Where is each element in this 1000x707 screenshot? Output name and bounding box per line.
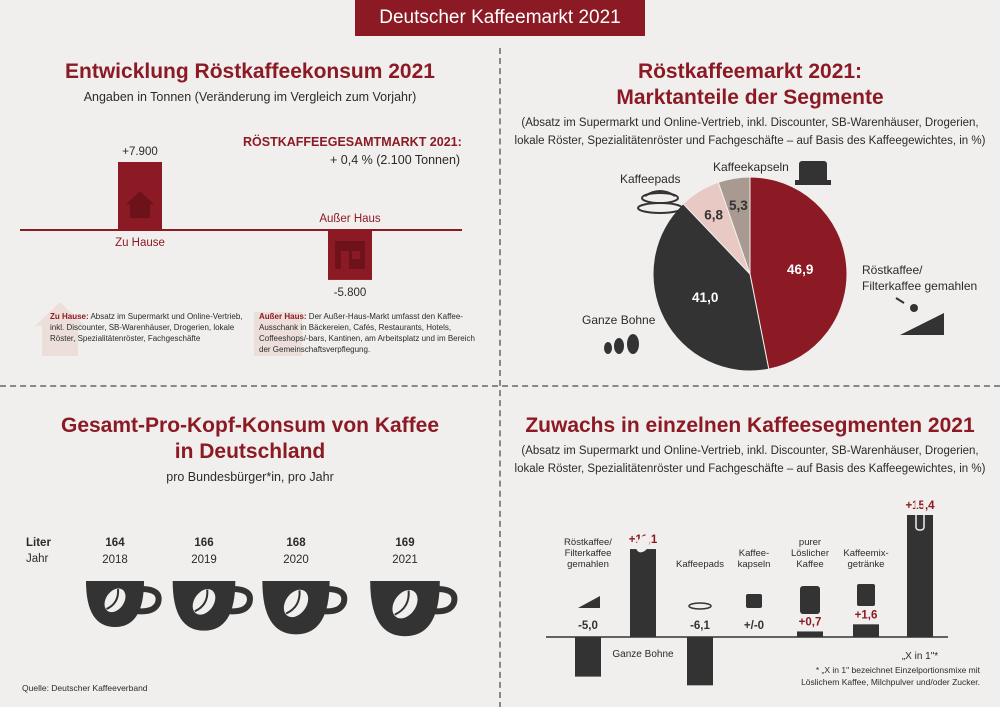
growth-bar xyxy=(853,624,879,637)
slice-roestkaffee xyxy=(749,176,848,370)
note-home: Zu Hause: Absatz im Supermarkt und Onlin… xyxy=(50,311,245,344)
growth-bar xyxy=(575,637,601,677)
market-share-pie: 46,9 41,0 6,8 5,3 xyxy=(604,161,944,372)
instant-jar-icon xyxy=(800,586,820,614)
growth-value-label: +15,4 xyxy=(905,500,935,512)
coffee-cup-icon xyxy=(262,581,348,635)
growth-category-label: Ganze Bohne xyxy=(612,649,674,660)
source-note: Quelle: Deutscher Kaffeeverband xyxy=(22,683,148,693)
total-market-value: + 0,4 % (2.100 Tonnen) xyxy=(330,153,461,167)
store-icon xyxy=(335,240,365,269)
slice-ganze-bohne xyxy=(652,203,770,372)
panel4-subtitle: (Absatz im Supermarkt und Online-Vertrie… xyxy=(514,445,986,475)
growth-category-label: Kaffee xyxy=(796,559,823,570)
growth-category-label: gemahlen xyxy=(567,559,609,570)
panel3-subtitle: pro Bundesbürger*in, pro Jahr xyxy=(166,470,334,484)
growth-value-label: -6,1 xyxy=(690,620,710,632)
panel2-subtitle: (Absatz im Supermarkt und Online-Vertrie… xyxy=(514,117,986,147)
liter-value: 164 xyxy=(105,537,125,549)
panel3-title-line1: Gesamt-Pro-Kopf-Konsum von Kaffee xyxy=(60,414,440,437)
store-watermark-icon xyxy=(254,312,302,356)
coffee-capsule-icon xyxy=(795,161,831,185)
growth-category-label: purer xyxy=(799,537,821,548)
vertical-divider xyxy=(499,48,501,707)
panel3-title-line2: in Deutschland xyxy=(174,440,326,463)
mix-drink-icon xyxy=(857,584,875,606)
per-capita-cups: 164 2018 166 2019 168 2020 169 2021 xyxy=(86,537,458,637)
slice-value-label: 6,8 xyxy=(704,207,723,222)
growth-category-label: Filterkaffee xyxy=(565,548,612,559)
growth-category-label: „X in 1"* xyxy=(902,651,938,662)
segment-icons xyxy=(578,495,925,614)
growth-category-label: getränke xyxy=(848,559,885,570)
coffee-cup-icon xyxy=(86,581,162,627)
slice-value-label: 5,3 xyxy=(729,198,748,213)
growth-category-label: Röstkaffee/ xyxy=(564,537,612,548)
growth-value-label: -5,0 xyxy=(578,620,598,632)
segment-growth-chart: -5,0Röstkaffee/Filterkaffeegemahlen+11,1… xyxy=(546,495,948,686)
house-watermark-icon xyxy=(35,302,85,356)
year-label: 2019 xyxy=(191,554,217,566)
note-home-title: Zu Hause: xyxy=(50,312,89,321)
liter-row-label: Liter xyxy=(26,537,51,549)
pie-label-roestkaffee-line1: Röstkaffee/ xyxy=(862,263,923,277)
coffee-beans-icon xyxy=(604,334,639,354)
consumption-bar-chart: +7.900 Zu Hause -5.800 Außer Haus xyxy=(20,146,462,299)
year-label: 2018 xyxy=(102,554,128,566)
jahr-row-label: Jahr xyxy=(26,553,49,565)
bar-value-label: -5.800 xyxy=(334,287,367,299)
liter-value: 169 xyxy=(395,537,414,549)
note-out-text: Der Außer-Haus-Markt umfasst den Kaffee-… xyxy=(259,312,475,354)
growth-bar xyxy=(687,637,713,686)
growth-value-label: +1,6 xyxy=(855,609,878,621)
note-home-text: Absatz im Supermarkt und Online-Vertrieb… xyxy=(50,312,243,343)
growth-bar xyxy=(797,631,823,637)
pie-label-kapseln: Kaffeekapseln xyxy=(713,160,789,174)
panel2-title-line2: Marktanteile der Segmente xyxy=(616,86,884,109)
pie-label-roestkaffee: Röstkaffee/ Filterkaffee gemahlen xyxy=(862,262,997,294)
year-label: 2021 xyxy=(392,554,418,566)
coffee-pad-icon xyxy=(688,602,712,610)
growth-category-label: Kaffeemix- xyxy=(843,548,888,559)
page-banner: Deutscher Kaffeemarkt 2021 xyxy=(355,0,645,36)
growth-bar xyxy=(630,549,656,637)
panel4-title: Zuwachs in einzelnen Kaffeesegmenten 202… xyxy=(525,414,975,437)
growth-category-label: Kaffee- xyxy=(739,548,769,559)
slice-value-label: 46,9 xyxy=(787,262,813,277)
house-icon xyxy=(126,191,154,219)
growth-value-label: +0,7 xyxy=(799,616,822,628)
panel1-subtitle: Angaben in Tonnen (Veränderung im Vergle… xyxy=(83,90,417,104)
ground-coffee-icon xyxy=(895,297,944,335)
coffee-bean-icon xyxy=(636,535,650,553)
growth-category-label: kapseln xyxy=(738,559,771,570)
ground-coffee-icon xyxy=(578,596,600,608)
panel1-title: Entwicklung Röstkaffeekonsum 2021 xyxy=(65,60,435,83)
coffee-pad-icon xyxy=(637,190,683,214)
pie-label-bohne: Ganze Bohne xyxy=(582,313,656,327)
x-in-1-footnote: * „X in 1" bezeichnet Einzelportionsmixe… xyxy=(801,665,980,687)
bar-category-label: Außer Haus xyxy=(319,213,381,225)
year-label: 2020 xyxy=(283,554,309,566)
slice-value-label: 41,0 xyxy=(692,290,718,305)
panel2-title-line1: Röstkaffeemarkt 2021: xyxy=(637,60,863,83)
growth-bar xyxy=(907,515,933,637)
total-market-label: RÖSTKAFFEEGESAMTMARKT 2021: xyxy=(243,135,462,149)
coffee-cup-icon xyxy=(370,581,458,637)
slice-kaffeekapseln xyxy=(717,176,751,275)
growth-category-label: Kaffeepads xyxy=(676,559,724,570)
pie-label-roestkaffee-line2: Filterkaffee gemahlen xyxy=(862,279,978,293)
liter-value: 168 xyxy=(286,537,306,549)
growth-value-label: +/-0 xyxy=(744,620,764,632)
coffee-capsule-icon xyxy=(746,594,762,608)
liter-value: 166 xyxy=(194,537,213,549)
bar-category-label: Zu Hause xyxy=(115,237,165,249)
coffee-cup-icon xyxy=(172,581,253,631)
note-out: Außer Haus: Der Außer-Haus-Markt umfasst… xyxy=(259,311,484,355)
growth-category-label: Löslicher xyxy=(791,548,829,559)
pie-label-pads: Kaffeepads xyxy=(620,172,681,186)
stick-pack-icon xyxy=(915,495,925,531)
bar-value-label: +7.900 xyxy=(122,146,158,158)
note-out-title: Außer Haus: xyxy=(259,312,307,321)
